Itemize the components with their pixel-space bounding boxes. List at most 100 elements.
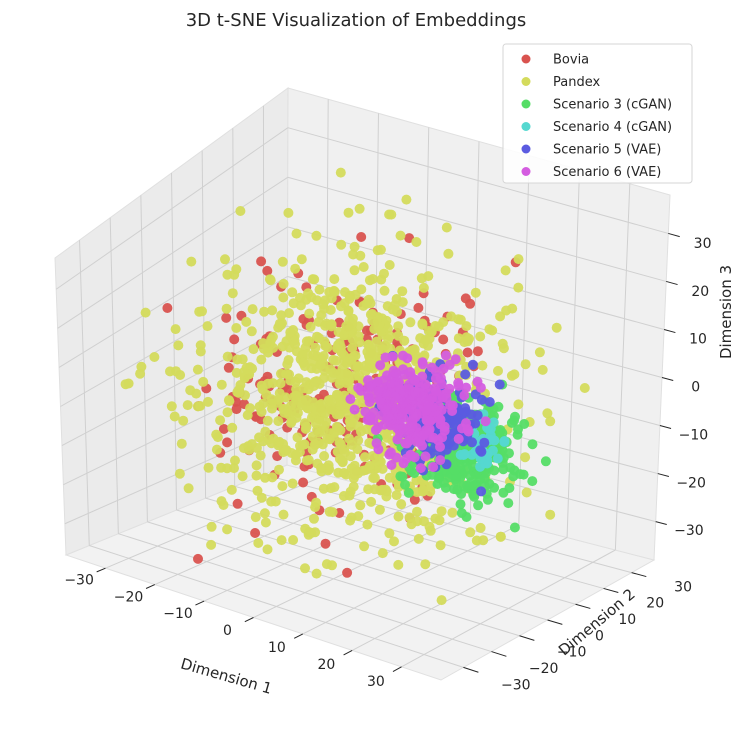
data-point bbox=[374, 504, 385, 515]
data-point bbox=[405, 317, 416, 328]
data-point bbox=[480, 416, 491, 427]
data-point bbox=[267, 305, 278, 316]
data-point bbox=[229, 334, 240, 345]
data-point bbox=[393, 321, 404, 332]
data-point bbox=[166, 401, 177, 412]
data-point bbox=[400, 479, 410, 490]
data-point bbox=[335, 400, 346, 411]
data-point bbox=[436, 595, 447, 606]
data-point bbox=[251, 470, 262, 481]
legend-label: Scenario 5 (VAE) bbox=[553, 143, 661, 158]
z-tick-mark bbox=[663, 328, 676, 334]
data-point bbox=[136, 361, 147, 372]
data-point bbox=[382, 323, 393, 334]
data-point bbox=[417, 318, 428, 329]
data-point bbox=[283, 355, 294, 365]
x-tick-mark bbox=[96, 567, 106, 573]
data-point bbox=[337, 363, 348, 374]
data-point bbox=[325, 305, 336, 315]
data-point bbox=[441, 350, 451, 361]
data-point bbox=[276, 535, 287, 546]
data-point bbox=[347, 318, 358, 329]
data-point bbox=[503, 498, 514, 509]
data-point bbox=[345, 421, 356, 432]
data-point bbox=[463, 426, 474, 437]
data-point bbox=[398, 458, 409, 469]
data-point bbox=[475, 331, 486, 342]
data-point bbox=[403, 487, 414, 498]
data-point bbox=[435, 540, 446, 551]
data-point bbox=[447, 507, 458, 518]
data-point bbox=[501, 305, 512, 316]
data-point bbox=[482, 494, 493, 505]
data-point bbox=[245, 403, 255, 414]
data-point bbox=[349, 404, 360, 415]
data-point bbox=[489, 435, 500, 446]
y-tick-label: 0 bbox=[595, 628, 604, 644]
data-point bbox=[253, 538, 264, 548]
data-point bbox=[231, 323, 242, 333]
y-tick-mark bbox=[603, 587, 619, 593]
data-point bbox=[453, 333, 464, 344]
data-point bbox=[202, 321, 213, 332]
z-tick-mark bbox=[659, 425, 672, 429]
data-point bbox=[333, 423, 344, 434]
data-point bbox=[359, 452, 370, 463]
data-point bbox=[345, 394, 356, 405]
data-point bbox=[551, 322, 562, 333]
data-point bbox=[470, 287, 481, 298]
x-tick-mark bbox=[293, 633, 304, 639]
data-point bbox=[498, 464, 509, 475]
data-point bbox=[175, 370, 186, 380]
data-point bbox=[290, 263, 301, 274]
data-point bbox=[365, 411, 376, 422]
data-point bbox=[499, 436, 510, 446]
data-point bbox=[264, 274, 275, 285]
x-tick-label: 10 bbox=[268, 640, 286, 656]
data-point bbox=[420, 451, 431, 462]
data-point bbox=[389, 377, 400, 388]
data-point bbox=[436, 506, 447, 517]
data-point bbox=[206, 521, 217, 532]
data-point bbox=[336, 301, 346, 312]
data-point bbox=[320, 538, 331, 549]
data-point bbox=[348, 481, 359, 492]
data-point bbox=[300, 563, 310, 574]
data-point bbox=[520, 359, 531, 370]
x-tick-label: −10 bbox=[163, 606, 193, 622]
data-point bbox=[195, 346, 206, 357]
data-point bbox=[353, 435, 364, 446]
data-point bbox=[473, 500, 484, 511]
data-point bbox=[398, 350, 408, 361]
data-point bbox=[540, 456, 551, 467]
grid-line bbox=[351, 537, 568, 651]
data-point bbox=[227, 288, 238, 299]
data-point bbox=[455, 499, 466, 510]
data-point bbox=[366, 496, 377, 507]
data-point bbox=[325, 401, 336, 412]
z-tick-label: −10 bbox=[679, 428, 709, 444]
data-point bbox=[356, 284, 367, 295]
data-point bbox=[408, 411, 419, 422]
z-tick-label: −20 bbox=[676, 475, 706, 491]
data-point bbox=[377, 463, 388, 474]
data-point bbox=[334, 338, 345, 349]
data-point bbox=[285, 327, 296, 338]
data-point bbox=[354, 203, 365, 214]
data-point bbox=[223, 362, 234, 373]
data-point bbox=[273, 416, 284, 427]
data-point bbox=[405, 423, 416, 434]
data-point bbox=[397, 471, 408, 482]
data-point bbox=[377, 548, 388, 559]
data-point bbox=[433, 472, 444, 483]
y-tick-mark bbox=[491, 651, 507, 657]
data-point bbox=[334, 409, 345, 420]
z-tick-label: 0 bbox=[691, 380, 700, 396]
grid-line bbox=[518, 155, 530, 526]
data-point bbox=[296, 254, 307, 265]
data-point bbox=[314, 284, 325, 295]
z-tick-mark bbox=[657, 473, 670, 477]
legend-label: Scenario 6 (VAE) bbox=[553, 165, 661, 180]
data-point bbox=[256, 354, 267, 365]
data-point bbox=[311, 568, 322, 579]
